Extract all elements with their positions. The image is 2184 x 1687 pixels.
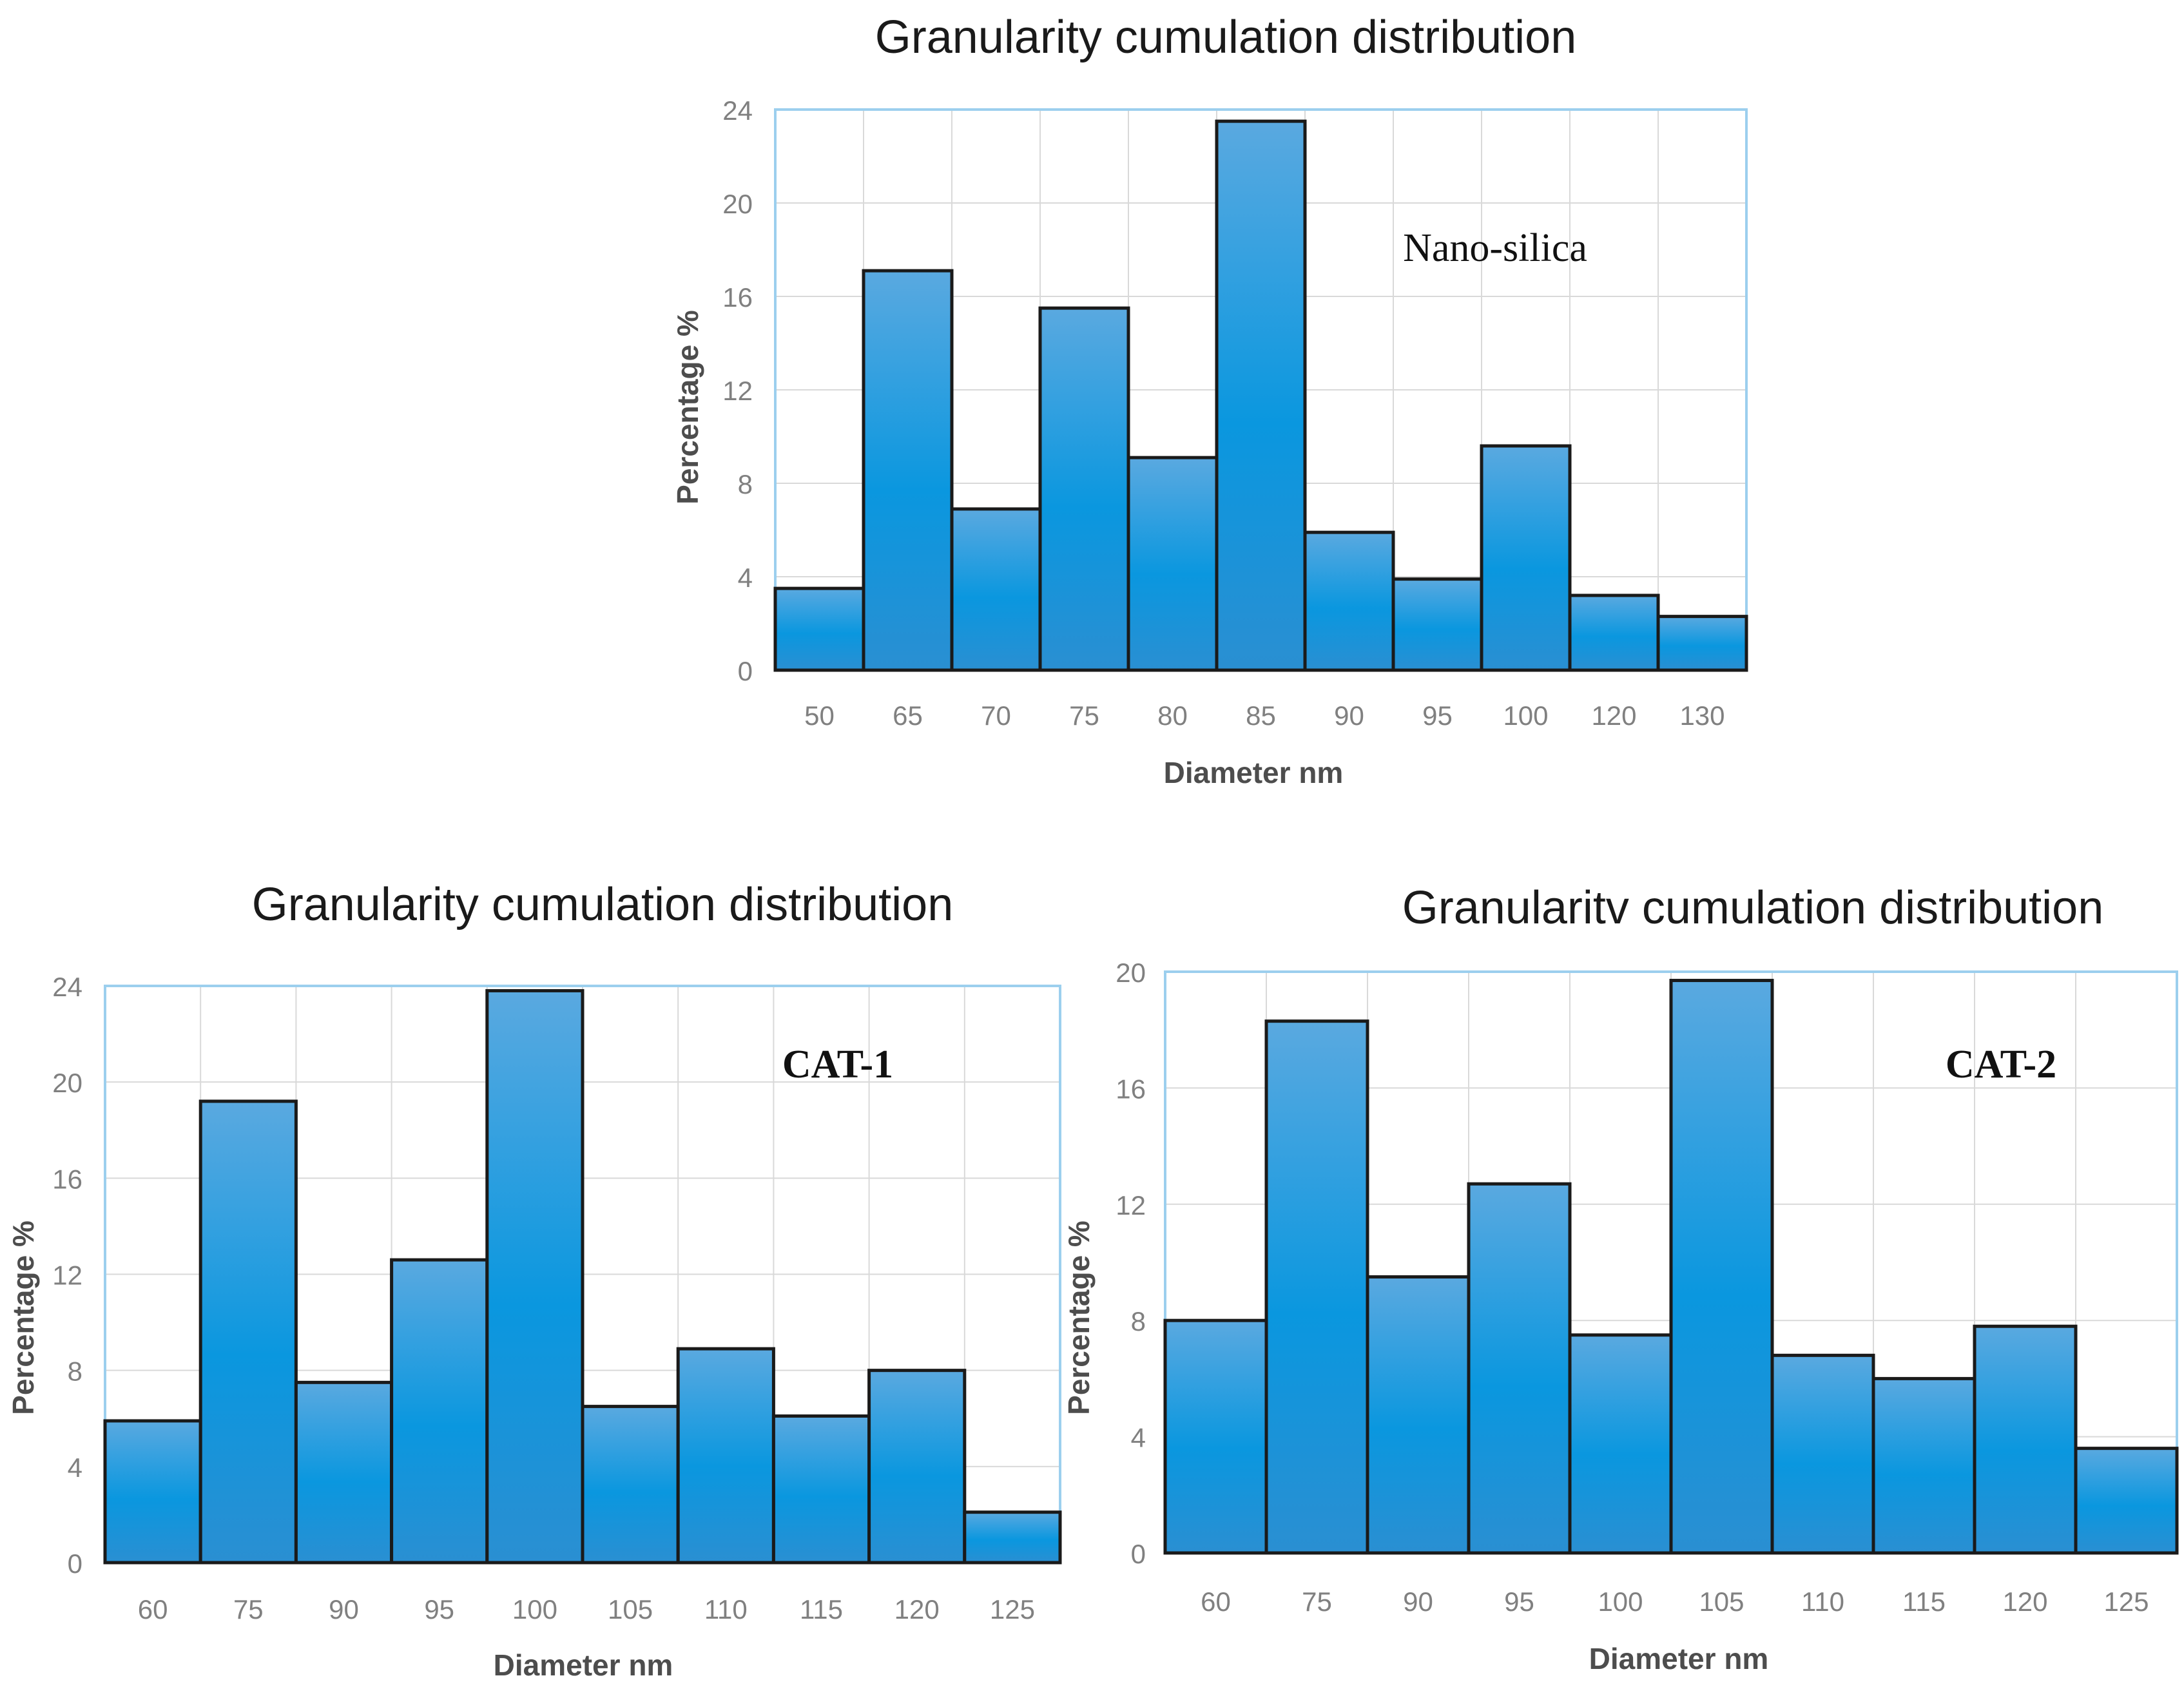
sample-label: Nano-silica bbox=[1403, 226, 1587, 270]
chart-title: Granularity cumulation distribution bbox=[252, 879, 954, 930]
x-tick-label: 90 bbox=[1334, 700, 1364, 731]
x-tick-label: 120 bbox=[2002, 1586, 2047, 1617]
x-tick-label: 105 bbox=[1699, 1586, 1744, 1617]
x-tick-label: 125 bbox=[990, 1594, 1035, 1624]
y-tick-label: 20 bbox=[722, 189, 753, 219]
x-axis-label: Diameter nm bbox=[1589, 1642, 1769, 1675]
bar bbox=[867, 1369, 967, 1565]
y-tick-label: 4 bbox=[68, 1452, 82, 1483]
x-tick-label: 60 bbox=[1201, 1586, 1231, 1617]
x-tick-label: 70 bbox=[981, 700, 1011, 731]
x-tick-label: 50 bbox=[804, 700, 835, 731]
x-tick-label: 60 bbox=[138, 1594, 168, 1624]
y-tick-label: 8 bbox=[1131, 1306, 1146, 1336]
bar bbox=[1467, 1182, 1572, 1555]
x-tick-label: 85 bbox=[1246, 700, 1276, 731]
x-tick-label: 90 bbox=[1403, 1586, 1433, 1617]
x-tick-label: 105 bbox=[608, 1594, 653, 1624]
y-tick-label: 24 bbox=[52, 972, 82, 1002]
y-tick-label: 16 bbox=[722, 282, 753, 313]
x-tick-label: 120 bbox=[1591, 700, 1636, 731]
bar bbox=[1366, 1275, 1471, 1555]
y-axis-label: Percentage % bbox=[6, 1220, 40, 1415]
x-tick-label: 80 bbox=[1157, 700, 1188, 731]
bar bbox=[1163, 1318, 1268, 1555]
chart-title: Granularity cumulation distribution bbox=[875, 12, 1577, 63]
x-tick-label: 100 bbox=[1598, 1586, 1643, 1617]
x-tick-label: 120 bbox=[894, 1594, 940, 1624]
bar bbox=[103, 1419, 202, 1565]
x-tick-label: 125 bbox=[2103, 1586, 2149, 1617]
y-tick-label: 4 bbox=[738, 563, 753, 593]
bar bbox=[1264, 1019, 1369, 1555]
chart-plot: 0 4 8 12 16 20 60 75 90 95 100 105 110 115 120 125 bbox=[1116, 958, 2179, 1617]
bar bbox=[950, 507, 1042, 672]
bar bbox=[294, 1380, 394, 1565]
chart-title: Granularitv cumulation distribution bbox=[1402, 882, 2104, 934]
y-tick-label: 0 bbox=[738, 656, 753, 686]
chart-plot: 0 4 8 12 16 20 24 60 75 90 95 100 105 110 115 120 125 bbox=[52, 972, 1062, 1624]
x-tick-label: 95 bbox=[424, 1594, 454, 1624]
bar bbox=[485, 988, 585, 1565]
bar bbox=[963, 1510, 1062, 1565]
y-tick-label: 0 bbox=[68, 1548, 82, 1579]
x-tick-label: 75 bbox=[233, 1594, 264, 1624]
bar bbox=[1480, 444, 1572, 672]
x-tick-label: 130 bbox=[1679, 700, 1725, 731]
bar bbox=[1656, 615, 1748, 672]
bar bbox=[1568, 1333, 1673, 1555]
y-tick-label: 8 bbox=[68, 1356, 82, 1387]
y-tick-label: 20 bbox=[1116, 958, 1146, 988]
y-tick-label: 4 bbox=[1131, 1423, 1146, 1453]
bar bbox=[676, 1347, 775, 1565]
x-axis-label: Diameter nm bbox=[1164, 756, 1344, 789]
bar bbox=[1215, 119, 1307, 672]
x-tick-label: 115 bbox=[1902, 1586, 1946, 1617]
y-tick-label: 8 bbox=[738, 469, 753, 499]
bar bbox=[1770, 1353, 1875, 1555]
x-tick-label: 95 bbox=[1422, 700, 1453, 731]
bar bbox=[2074, 1447, 2179, 1555]
x-tick-label: 100 bbox=[512, 1594, 557, 1624]
sample-label: CAT-2 bbox=[1946, 1043, 2056, 1086]
x-tick-label: 90 bbox=[329, 1594, 359, 1624]
bar bbox=[581, 1405, 680, 1565]
x-tick-label: 95 bbox=[1504, 1586, 1534, 1617]
x-tick-label: 115 bbox=[800, 1594, 843, 1624]
bar bbox=[1669, 979, 1774, 1555]
x-tick-label: 110 bbox=[1801, 1586, 1844, 1617]
y-tick-label: 16 bbox=[1116, 1074, 1146, 1104]
chart-plot: 0 4 8 12 16 20 24 50 65 70 75 80 85 90 95 100 120 130 bbox=[722, 95, 1748, 731]
y-tick-label: 12 bbox=[722, 376, 753, 406]
x-tick-label: 110 bbox=[704, 1594, 748, 1624]
x-tick-label: 75 bbox=[1069, 700, 1099, 731]
y-axis-label: Percentage % bbox=[671, 310, 704, 505]
y-tick-label: 12 bbox=[52, 1260, 82, 1291]
bar bbox=[862, 269, 954, 672]
x-tick-label: 100 bbox=[1503, 700, 1548, 731]
y-tick-label: 20 bbox=[52, 1068, 82, 1098]
x-axis-label: Diameter nm bbox=[494, 1648, 673, 1682]
y-tick-label: 0 bbox=[1131, 1539, 1146, 1569]
sample-label: CAT-1 bbox=[782, 1043, 893, 1086]
bar bbox=[1126, 456, 1219, 672]
bar bbox=[1871, 1376, 1976, 1555]
bar bbox=[1038, 306, 1130, 672]
x-tick-label: 75 bbox=[1302, 1586, 1332, 1617]
y-tick-label: 16 bbox=[52, 1164, 82, 1194]
bar bbox=[198, 1099, 298, 1565]
x-tick-label: 65 bbox=[893, 700, 923, 731]
y-tick-label: 12 bbox=[1116, 1190, 1146, 1220]
bar bbox=[1973, 1324, 2078, 1555]
y-tick-label: 24 bbox=[722, 95, 753, 126]
y-axis-label: Percentage % bbox=[1062, 1220, 1096, 1415]
